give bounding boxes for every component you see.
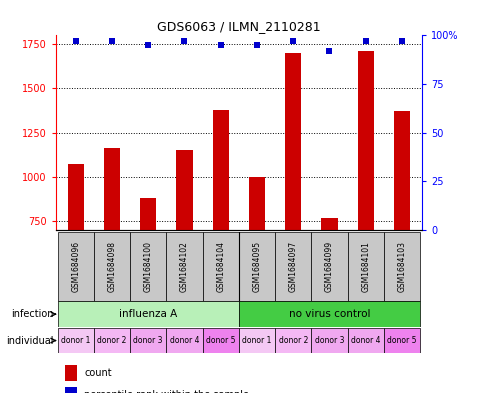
- Bar: [104, 148, 120, 230]
- Text: GSM1684103: GSM1684103: [397, 241, 406, 292]
- Point: [180, 38, 188, 44]
- Text: GSM1684101: GSM1684101: [361, 241, 369, 292]
- Bar: [274, 328, 311, 353]
- Bar: [383, 232, 419, 301]
- Bar: [58, 232, 93, 301]
- Text: donor 1: donor 1: [61, 336, 90, 345]
- Text: donor 3: donor 3: [133, 336, 163, 345]
- Bar: [238, 232, 274, 301]
- Text: GSM1684104: GSM1684104: [216, 241, 225, 292]
- Text: donor 4: donor 4: [350, 336, 380, 345]
- Text: count: count: [84, 368, 112, 378]
- Text: donor 2: donor 2: [278, 336, 307, 345]
- Bar: [212, 110, 228, 230]
- Bar: [65, 365, 77, 380]
- Bar: [383, 328, 419, 353]
- Text: donor 5: donor 5: [386, 336, 416, 345]
- Point: [216, 42, 224, 48]
- Bar: [248, 177, 265, 230]
- Bar: [176, 150, 192, 230]
- Bar: [93, 328, 130, 353]
- Bar: [67, 164, 84, 230]
- Text: infection: infection: [11, 309, 53, 319]
- Point: [361, 38, 369, 44]
- Text: percentile rank within the sample: percentile rank within the sample: [84, 390, 249, 393]
- Bar: [274, 232, 311, 301]
- Title: GDS6063 / ILMN_2110281: GDS6063 / ILMN_2110281: [157, 20, 320, 33]
- Bar: [393, 111, 409, 230]
- Point: [253, 42, 260, 48]
- Bar: [166, 328, 202, 353]
- Point: [72, 38, 79, 44]
- Bar: [357, 51, 373, 230]
- Point: [397, 38, 405, 44]
- Bar: [58, 328, 93, 353]
- Point: [325, 48, 333, 54]
- Text: individual: individual: [6, 336, 53, 345]
- Text: donor 1: donor 1: [242, 336, 271, 345]
- Text: donor 3: donor 3: [314, 336, 344, 345]
- Text: donor 4: donor 4: [169, 336, 199, 345]
- Bar: [285, 53, 301, 230]
- Bar: [311, 328, 347, 353]
- Text: GSM1684100: GSM1684100: [143, 241, 152, 292]
- Bar: [140, 198, 156, 230]
- Text: donor 5: donor 5: [206, 336, 235, 345]
- Bar: [65, 387, 77, 393]
- Text: GSM1684102: GSM1684102: [180, 241, 189, 292]
- Bar: [321, 217, 337, 230]
- Bar: [93, 232, 130, 301]
- Text: GSM1684099: GSM1684099: [324, 241, 333, 292]
- Point: [144, 42, 152, 48]
- Bar: [347, 328, 383, 353]
- Bar: [347, 232, 383, 301]
- Bar: [130, 232, 166, 301]
- Bar: [58, 301, 238, 327]
- Bar: [166, 232, 202, 301]
- Text: no virus control: no virus control: [288, 309, 369, 319]
- Text: GSM1684095: GSM1684095: [252, 241, 261, 292]
- Point: [289, 38, 297, 44]
- Text: GSM1684098: GSM1684098: [107, 241, 116, 292]
- Bar: [238, 301, 419, 327]
- Bar: [202, 232, 238, 301]
- Text: influenza A: influenza A: [119, 309, 177, 319]
- Text: GSM1684096: GSM1684096: [71, 241, 80, 292]
- Bar: [311, 232, 347, 301]
- Bar: [238, 328, 274, 353]
- Bar: [202, 328, 238, 353]
- Bar: [130, 328, 166, 353]
- Text: GSM1684097: GSM1684097: [288, 241, 297, 292]
- Point: [108, 38, 116, 44]
- Text: donor 2: donor 2: [97, 336, 126, 345]
